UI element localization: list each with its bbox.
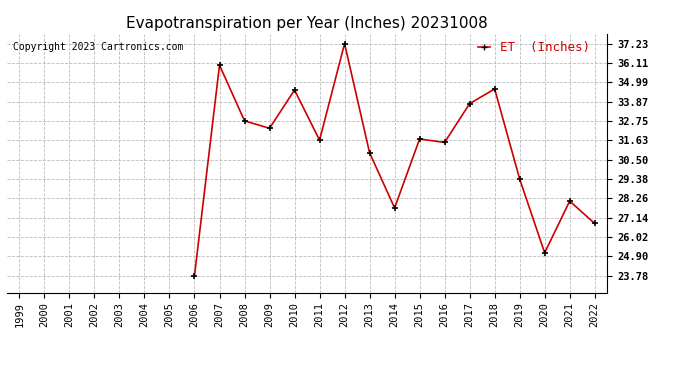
Legend: ET  (Inches): ET (Inches) — [473, 36, 595, 59]
Text: Copyright 2023 Cartronics.com: Copyright 2023 Cartronics.com — [13, 42, 184, 51]
Title: Evapotranspiration per Year (Inches) 20231008: Evapotranspiration per Year (Inches) 202… — [126, 16, 488, 31]
